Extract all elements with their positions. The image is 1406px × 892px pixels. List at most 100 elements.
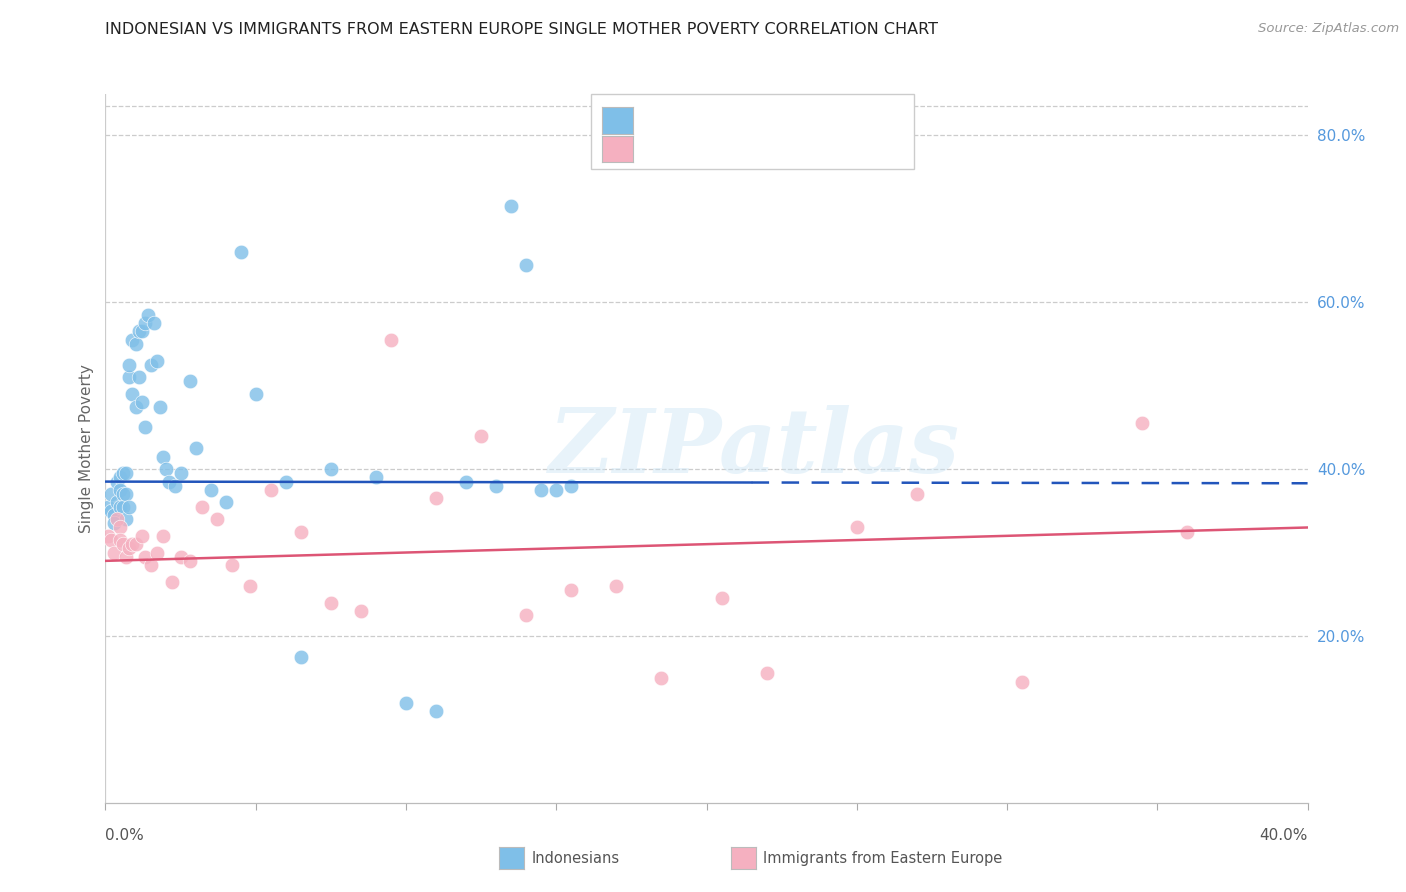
Point xyxy=(115,467,138,481)
Point xyxy=(1175,524,1198,539)
Point xyxy=(103,516,125,531)
Point xyxy=(131,395,153,409)
Point xyxy=(97,500,120,514)
Point xyxy=(501,199,523,213)
Point xyxy=(425,491,447,506)
Point xyxy=(128,325,150,339)
Point xyxy=(425,704,447,718)
Text: N =: N = xyxy=(766,113,800,128)
Point xyxy=(134,316,156,330)
Text: 0.109: 0.109 xyxy=(692,142,740,156)
Point xyxy=(190,500,212,514)
Point xyxy=(142,316,165,330)
Point xyxy=(905,487,928,501)
Point xyxy=(152,529,174,543)
Point xyxy=(124,337,146,351)
Point xyxy=(124,400,146,414)
Point xyxy=(560,583,582,598)
Point xyxy=(131,529,153,543)
Point xyxy=(184,442,207,456)
Point xyxy=(134,549,156,564)
Point xyxy=(755,666,778,681)
Point xyxy=(128,370,150,384)
Text: 40.0%: 40.0% xyxy=(1260,828,1308,843)
Point xyxy=(229,245,252,260)
Point xyxy=(103,508,125,522)
Point xyxy=(118,500,141,514)
Point xyxy=(131,325,153,339)
Point xyxy=(145,545,167,559)
Point xyxy=(145,353,167,368)
Point xyxy=(221,558,243,572)
Point xyxy=(112,537,135,551)
Point xyxy=(110,500,132,514)
Point xyxy=(136,308,159,322)
Point xyxy=(118,370,141,384)
Point xyxy=(454,475,477,489)
Point xyxy=(245,387,267,401)
Point xyxy=(485,479,508,493)
Point xyxy=(97,529,120,543)
Point xyxy=(115,487,138,501)
Point xyxy=(650,671,672,685)
Point xyxy=(121,333,143,347)
Point xyxy=(319,596,342,610)
Point xyxy=(169,549,191,564)
Point xyxy=(470,428,492,442)
Text: 0.0%: 0.0% xyxy=(105,828,145,843)
Text: ZIPatlas: ZIPatlas xyxy=(550,405,960,491)
Point xyxy=(364,470,387,484)
Y-axis label: Single Mother Poverty: Single Mother Poverty xyxy=(79,364,94,533)
Point xyxy=(139,558,162,572)
Point xyxy=(118,541,141,556)
Point xyxy=(157,475,180,489)
Point xyxy=(239,579,262,593)
Point xyxy=(290,649,312,664)
Point xyxy=(179,554,201,568)
Text: N =: N = xyxy=(766,142,800,156)
Point xyxy=(200,483,222,497)
Point xyxy=(121,537,143,551)
Point xyxy=(100,487,122,501)
Point xyxy=(274,475,297,489)
Point xyxy=(112,467,135,481)
Point xyxy=(107,512,129,526)
Text: R =: R = xyxy=(643,142,681,156)
Point xyxy=(515,608,537,623)
Point xyxy=(121,387,143,401)
Point xyxy=(155,462,177,476)
Point xyxy=(112,487,135,501)
Point xyxy=(160,574,183,589)
Point xyxy=(152,450,174,464)
Point xyxy=(546,483,568,497)
Point xyxy=(319,462,342,476)
Text: 58: 58 xyxy=(813,113,834,128)
Point xyxy=(107,475,129,489)
Point xyxy=(110,483,132,497)
Point xyxy=(560,479,582,493)
Point xyxy=(115,549,138,564)
Point xyxy=(260,483,283,497)
Text: R =: R = xyxy=(643,113,676,128)
Text: Source: ZipAtlas.com: Source: ZipAtlas.com xyxy=(1258,22,1399,36)
Point xyxy=(169,467,191,481)
Point xyxy=(214,495,236,509)
Point xyxy=(100,533,122,547)
Point xyxy=(205,512,228,526)
Point xyxy=(163,479,186,493)
Point xyxy=(710,591,733,606)
Point xyxy=(179,375,201,389)
Point xyxy=(110,470,132,484)
Point xyxy=(605,579,627,593)
Point xyxy=(1130,416,1153,430)
Text: 41: 41 xyxy=(813,142,834,156)
Point xyxy=(112,500,135,514)
Point xyxy=(380,333,402,347)
Point xyxy=(134,420,156,434)
Point xyxy=(148,400,170,414)
Point xyxy=(115,512,138,526)
Point xyxy=(110,533,132,547)
Point xyxy=(103,545,125,559)
Point xyxy=(395,696,418,710)
Point xyxy=(118,358,141,372)
